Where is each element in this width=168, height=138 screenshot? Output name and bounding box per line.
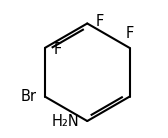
Text: H₂N: H₂N	[51, 114, 79, 128]
Text: F: F	[95, 14, 104, 29]
Text: F: F	[125, 26, 134, 41]
Text: F: F	[53, 42, 61, 57]
Text: Br: Br	[21, 89, 37, 104]
